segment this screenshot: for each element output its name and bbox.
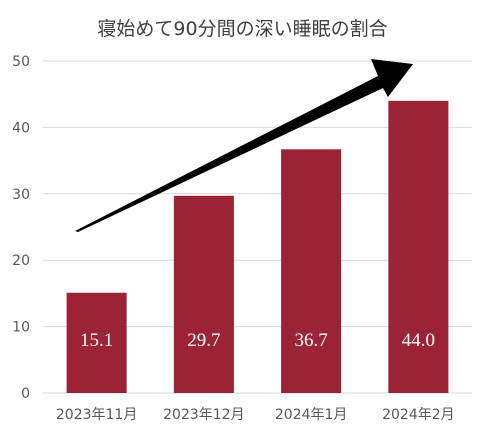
bar <box>173 195 234 393</box>
chart-title: 寝始めて90分間の深い睡眠の割合 <box>97 18 388 40</box>
data-label: 29.7 <box>187 330 220 351</box>
bars <box>66 100 449 393</box>
bar <box>66 292 127 393</box>
x-tick-label: 2023年12月 <box>163 407 244 423</box>
data-label: 44.0 <box>402 330 435 351</box>
data-label: 36.7 <box>295 330 328 351</box>
x-tick-label: 2024年1月 <box>275 407 348 423</box>
y-tick-label: 10 <box>12 320 30 336</box>
y-tick-label: 40 <box>12 120 30 136</box>
data-labels: 15.1 29.7 36.7 44.0 <box>80 330 435 351</box>
bar <box>281 149 342 393</box>
y-tick-label: 30 <box>12 187 30 203</box>
x-axis-ticks: 2023年11月 2023年12月 2024年1月 2024年2月 <box>56 407 455 423</box>
data-label: 15.1 <box>80 330 113 351</box>
trend-arrow-layer <box>75 59 413 232</box>
trend-arrow <box>75 59 413 232</box>
y-axis-ticks: 0 10 20 30 40 50 <box>12 54 30 402</box>
x-tick-label: 2024年2月 <box>382 407 455 423</box>
y-tick-label: 20 <box>12 253 30 269</box>
x-tick-label: 2023年11月 <box>56 407 137 423</box>
bar <box>388 100 449 393</box>
y-tick-label: 0 <box>21 386 30 402</box>
y-tick-label: 50 <box>12 54 30 70</box>
